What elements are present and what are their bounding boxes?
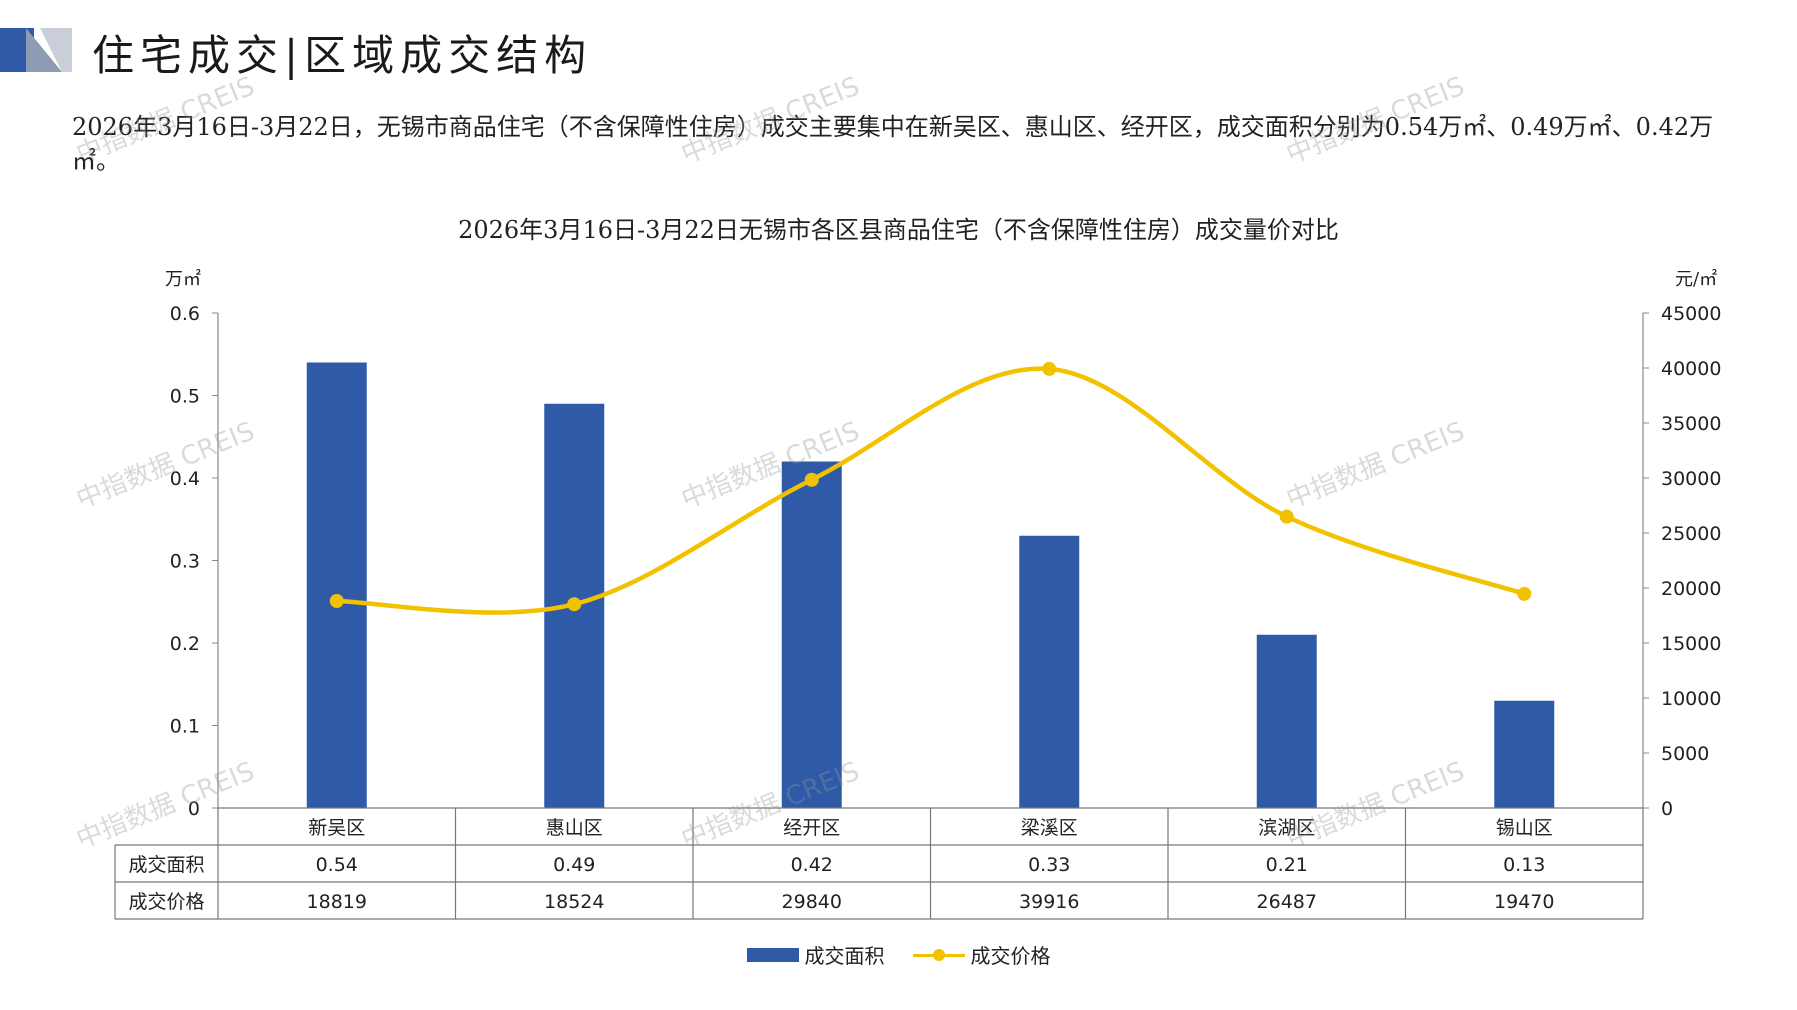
- table-cell: 0.54: [316, 854, 358, 876]
- table-cell: 0.49: [553, 854, 595, 876]
- table-row-label: 成交面积: [128, 854, 204, 876]
- right-tick-label: 0: [1661, 798, 1673, 820]
- table-cell: 18819: [307, 891, 367, 913]
- line-point: [329, 593, 344, 608]
- axes: 0 0.1 0.2 0.3 0.4 0.5 0.6 0 5000 10000 15000 20000 2…: [170, 303, 1722, 820]
- bar-series-area: [306, 362, 1555, 808]
- brand-logo: [0, 28, 72, 72]
- table-cell: 0.33: [1028, 854, 1070, 876]
- table-cell: 0.13: [1503, 854, 1545, 876]
- bar: [1494, 700, 1555, 808]
- left-tick-label: 0.4: [170, 468, 200, 490]
- left-axis-unit: 万㎡: [165, 269, 201, 290]
- right-tick-label: 15000: [1661, 633, 1721, 655]
- right-tick-label: 25000: [1661, 523, 1721, 545]
- right-tick-label: 40000: [1661, 358, 1721, 380]
- table-cell: 29840: [782, 891, 842, 913]
- right-axis-unit: 元/㎡: [1675, 269, 1718, 290]
- left-tick-label: 0: [188, 798, 200, 820]
- right-tick-label: 35000: [1661, 413, 1721, 435]
- category-label: 惠山区: [546, 817, 603, 839]
- right-tick-label: 20000: [1661, 578, 1721, 600]
- legend-item-price: 成交价格: [912, 940, 1051, 969]
- line-point: [804, 472, 819, 487]
- line-point: [1279, 509, 1294, 524]
- left-tick-label: 0.5: [170, 386, 200, 408]
- line-point: [1517, 586, 1532, 601]
- left-tick-label: 0.6: [170, 303, 200, 325]
- price-line: [336, 366, 1525, 615]
- right-tick-label: 5000: [1661, 743, 1709, 765]
- price-line-series: [329, 361, 1532, 615]
- table-cell: 0.42: [791, 854, 833, 876]
- line-point: [567, 597, 582, 612]
- right-tick-label: 45000: [1661, 303, 1721, 325]
- right-tick-label: 10000: [1661, 688, 1721, 710]
- legend-swatch-bar: [746, 947, 799, 962]
- legend-swatch-line: [912, 948, 965, 962]
- chart-title: 2026年3月16日-3月22日无锡市各区县商品住宅（不含保障性住房）成交量价对…: [458, 216, 1339, 244]
- summary-text: 2026年3月16日-3月22日，无锡市商品住宅（不含保障性住房）成交主要集中在…: [72, 113, 1714, 175]
- category-label: 经开区: [783, 817, 840, 839]
- table-cell: 39916: [1019, 891, 1079, 913]
- table-cell: 0.21: [1266, 854, 1308, 876]
- right-tick-label: 30000: [1661, 468, 1721, 490]
- table-cell: 18524: [544, 891, 604, 913]
- legend-label-area: 成交面积: [804, 944, 885, 968]
- left-tick-label: 0.2: [170, 633, 200, 655]
- category-label: 新吴区: [308, 817, 365, 839]
- page-title: 住宅成交|区域成交结构: [92, 31, 593, 80]
- legend-item-area: 成交面积: [746, 940, 885, 969]
- table-row-label: 成交价格: [128, 891, 204, 913]
- left-tick-label: 0.3: [170, 551, 200, 573]
- bar: [1256, 634, 1317, 808]
- category-label: 锡山区: [1496, 817, 1553, 839]
- line-point: [1042, 361, 1057, 376]
- legend-label-price: 成交价格: [970, 944, 1051, 968]
- bar: [1019, 535, 1080, 808]
- left-tick-label: 0.1: [170, 716, 200, 738]
- bar: [781, 461, 842, 808]
- legend: 成交面积 成交价格: [0, 940, 1797, 969]
- table-cell: 26487: [1257, 891, 1317, 913]
- table-cell: 19470: [1494, 891, 1554, 913]
- category-label: 滨湖区: [1258, 817, 1315, 839]
- category-label: 梁溪区: [1021, 817, 1078, 839]
- bar: [306, 362, 367, 808]
